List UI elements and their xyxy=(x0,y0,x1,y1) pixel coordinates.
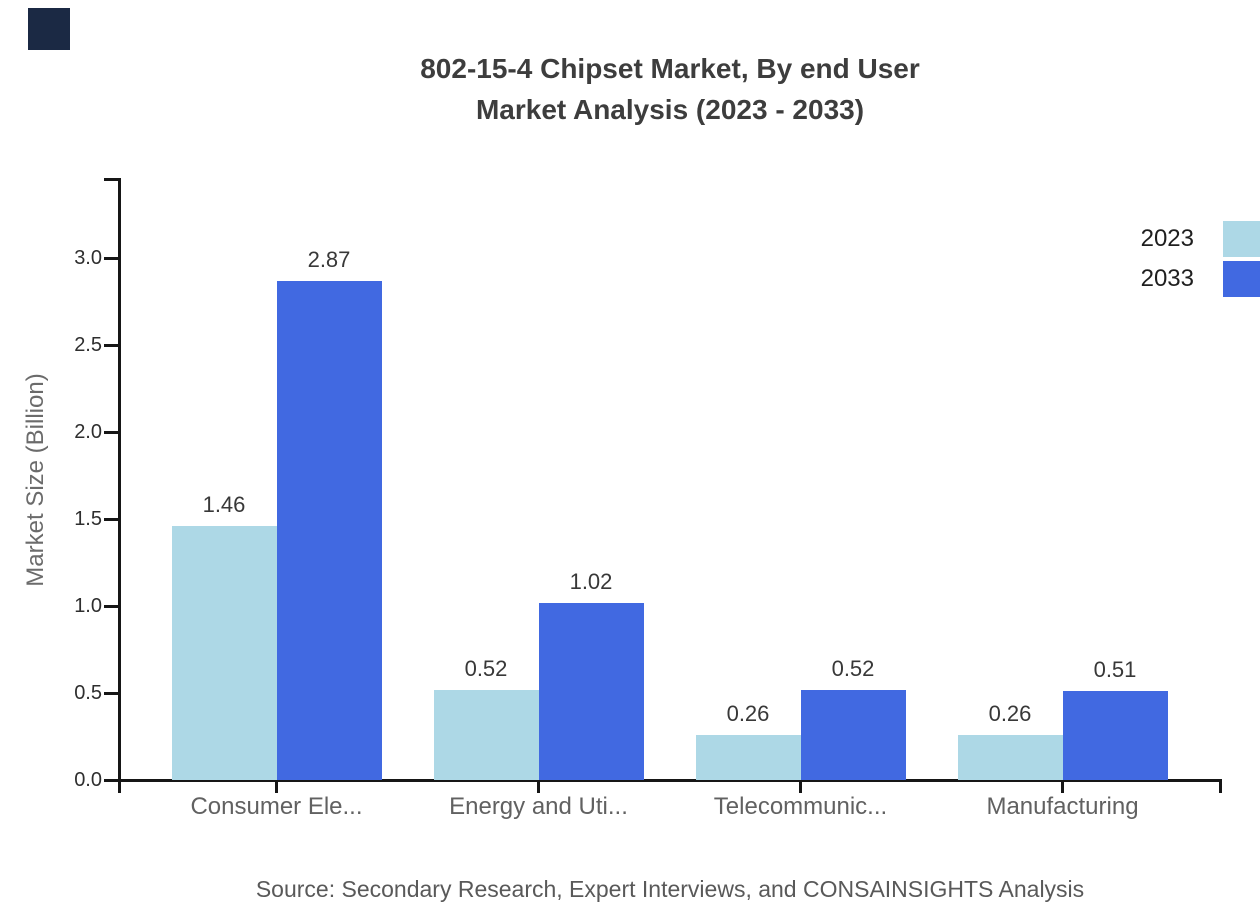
y-axis-tick xyxy=(104,343,118,347)
bar-value-label: 0.26 xyxy=(726,700,770,726)
y-axis-tick-label: 1.0 xyxy=(74,595,102,617)
bar-2033-group4 xyxy=(1062,691,1168,780)
bar-2023-group4 xyxy=(957,734,1063,780)
bar-value-label: 2.87 xyxy=(307,246,351,272)
x-axis-tick xyxy=(275,782,278,793)
x-axis-end-cap-tick xyxy=(1219,779,1222,793)
bar-value-label: 0.52 xyxy=(831,655,875,681)
bar-2033-group1 xyxy=(276,280,382,780)
x-axis-tick xyxy=(537,782,540,793)
y-axis-tick-label: 2.5 xyxy=(74,334,102,356)
legend-item-2023[interactable]: 2023 xyxy=(1141,219,1260,259)
bar-value-label: 1.02 xyxy=(569,568,613,594)
y-axis-tick-label: 0.0 xyxy=(74,769,102,791)
bar-2023-group2 xyxy=(433,689,539,780)
legend-item-2033[interactable]: 2033 xyxy=(1141,259,1260,299)
x-axis-category-label: Consumer Ele... xyxy=(190,793,363,820)
bar-value-label: 0.52 xyxy=(464,655,508,681)
bar-value-label: 0.26 xyxy=(988,700,1032,726)
x-axis-tick xyxy=(1061,782,1064,793)
x-axis-tick xyxy=(799,782,802,793)
bar-value-label: 1.46 xyxy=(202,491,246,517)
chart-title-line2: Market Analysis (2023 - 2033) xyxy=(475,94,865,125)
bar-value-label: 0.51 xyxy=(1093,657,1137,683)
legend-color-swatch xyxy=(1223,261,1260,297)
y-axis-tick-label: 3.0 xyxy=(74,247,102,269)
chart-title-line1: 802-15-4 Chipset Market, By end User xyxy=(420,53,920,84)
source-note: Source: Secondary Research, Expert Inter… xyxy=(255,876,1085,902)
y-axis-tick xyxy=(104,517,118,521)
chart-title: 802-15-4 Chipset Market, By end User Mar… xyxy=(80,48,1260,130)
x-axis-category-label: Telecommunic... xyxy=(713,793,888,820)
x-axis-category-label: Manufacturing xyxy=(986,793,1139,820)
legend-color-swatch xyxy=(1223,221,1260,257)
x-axis-line xyxy=(118,779,1222,782)
y-axis-tick xyxy=(104,691,118,695)
y-axis-tick-label: 0.5 xyxy=(74,682,102,704)
legend-item-label: 2023 xyxy=(1140,225,1194,252)
bar-2023-group3 xyxy=(695,734,801,780)
y-axis-tick xyxy=(104,604,118,608)
legend-item-label: 2033 xyxy=(1140,265,1194,292)
bar-2033-group3 xyxy=(800,689,906,780)
bar-2033-group2 xyxy=(538,602,644,780)
x-axis-category-label: Energy and Uti... xyxy=(449,793,628,820)
y-axis-tick-label: 2.0 xyxy=(74,421,102,443)
corner-logo-square xyxy=(28,8,70,50)
bar-2023-group1 xyxy=(171,525,277,780)
legend: 2023 2033 xyxy=(1141,219,1260,299)
y-axis-tick xyxy=(104,778,118,782)
y-axis-tick xyxy=(104,430,118,434)
y-axis-end-cap-tick xyxy=(104,178,121,181)
y-axis-line xyxy=(118,178,121,793)
y-axis-tick-label: 1.5 xyxy=(74,508,102,530)
y-axis-tick xyxy=(104,256,118,260)
y-axis-title: Market Size (Billion) xyxy=(22,373,49,587)
